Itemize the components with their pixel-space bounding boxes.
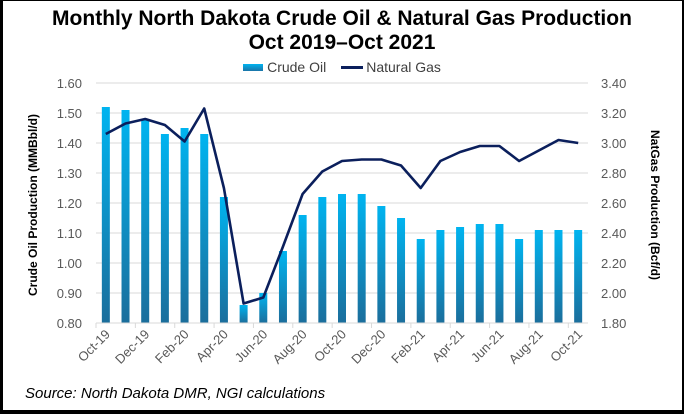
crude-oil-legend-swatch <box>243 63 264 71</box>
y2-tick-label: 1.80 <box>601 316 626 331</box>
y2-tick-label: 3.00 <box>601 136 626 151</box>
x-axis: Oct-19 Dec-19 Feb-20 Apr-20 Jun-20 Aug-20 Oct-… <box>75 322 588 367</box>
y-tick-label: 0.80 <box>57 316 82 331</box>
crude-oil-bar <box>259 293 268 323</box>
y-axis-left-title: Crude Oil Production (MMBbl/d) <box>26 114 40 296</box>
x-tick-label: Apr-20 <box>193 327 231 365</box>
x-tick-label: Apr-21 <box>429 327 467 365</box>
y-axis-left: 0.80 0.90 1.00 1.10 1.20 1.30 1.40 1.50 1.60 <box>57 76 82 331</box>
crude-oil-bar <box>338 194 346 323</box>
crude-oil-bar <box>200 134 209 323</box>
crude-oil-bar <box>397 218 406 323</box>
crude-oil-bar <box>357 194 366 323</box>
crude-oil-bar <box>121 110 130 323</box>
crude-oil-bar <box>180 128 189 323</box>
x-tick-label: Feb-20 <box>152 327 192 367</box>
y-axis-right: 1.80 2.00 2.20 2.40 2.60 2.80 3.00 3.20 3.40 <box>601 76 626 331</box>
y-tick-label: 1.50 <box>57 106 82 121</box>
x-tick-label: Aug-21 <box>506 327 546 367</box>
crude-oil-bars <box>101 107 583 323</box>
crude-oil-bar <box>456 227 465 323</box>
crude-oil-bar <box>377 206 386 323</box>
crude-oil-bar <box>436 230 445 323</box>
chart-legend: Crude Oil Natural Gas <box>0 59 684 75</box>
y-tick-label: 1.40 <box>57 136 82 151</box>
source-note: Source: North Dakota DMR, NGI calculatio… <box>25 385 326 402</box>
x-tick-label: Aug-20 <box>270 327 310 367</box>
y-tick-label: 1.00 <box>57 256 82 271</box>
x-tick-label: Dec-19 <box>112 327 152 367</box>
y-tick-label: 1.20 <box>57 196 82 211</box>
crude-oil-bar <box>515 239 524 323</box>
y-tick-label: 1.60 <box>57 76 82 91</box>
x-tick-label: Jun-20 <box>232 327 271 366</box>
crude-oil-bar <box>219 197 228 323</box>
crude-oil-bar <box>318 197 327 323</box>
y-tick-label: 1.30 <box>57 166 82 181</box>
natural-gas-legend-swatch <box>341 65 364 69</box>
y2-tick-label: 2.20 <box>601 256 626 271</box>
y-tick-label: 0.90 <box>57 286 82 301</box>
crude-oil-legend-label: Crude Oil <box>267 59 327 75</box>
x-tick-label: Dec-20 <box>348 327 388 367</box>
natural-gas-line <box>105 107 579 305</box>
natural-gas-legend-label: Natural Gas <box>366 59 441 75</box>
x-tick-label: Jun-21 <box>468 327 507 366</box>
natural-gas-polyline <box>105 107 579 305</box>
chart-title: Monthly North Dakota Crude Oil & Natural… <box>52 7 632 30</box>
y-tick-label: 1.10 <box>57 226 82 241</box>
y2-tick-label: 2.40 <box>601 226 626 241</box>
crude-oil-bar <box>239 305 248 323</box>
x-tick-label: Oct-19 <box>75 327 113 365</box>
y2-tick-label: 2.60 <box>601 196 626 211</box>
x-tick-label: Oct-20 <box>311 327 349 365</box>
y2-tick-label: 3.20 <box>601 106 626 121</box>
crude-oil-bar <box>475 224 484 323</box>
crude-oil-bar <box>495 224 504 323</box>
y2-tick-label: 3.40 <box>601 76 626 91</box>
crude-oil-bar <box>534 230 543 323</box>
x-tick-label: Oct-21 <box>547 327 585 365</box>
crude-oil-bar <box>554 230 563 323</box>
crude-oil-bar <box>278 251 287 323</box>
y2-tick-label: 2.00 <box>601 286 626 301</box>
crude-oil-bar <box>160 134 169 323</box>
crude-oil-bar <box>574 230 583 323</box>
y2-tick-label: 2.80 <box>601 166 626 181</box>
crude-oil-bar <box>416 239 425 323</box>
crude-oil-bar <box>141 119 150 323</box>
crude-oil-bar <box>298 215 307 323</box>
crude-oil-bar <box>101 107 110 323</box>
y-axis-right-title: NatGas Production (Bcf/d) <box>648 130 662 280</box>
x-tick-label: Feb-21 <box>388 327 428 367</box>
chart-subtitle: Oct 2019–Oct 2021 <box>248 31 436 54</box>
